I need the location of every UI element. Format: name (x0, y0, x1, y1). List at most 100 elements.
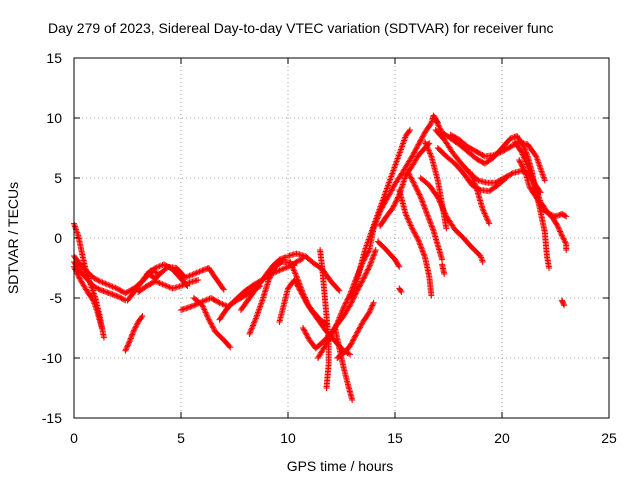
data-point-marker (152, 278, 159, 285)
gridlines (74, 58, 609, 418)
data-point-marker (380, 201, 387, 208)
data-point-marker (267, 274, 274, 281)
data-point-marker (288, 261, 295, 268)
data-point-marker (470, 177, 477, 184)
series-track-38 (511, 139, 570, 253)
plot-frame (73, 57, 610, 419)
data-point-marker (419, 247, 426, 254)
data-point-marker (528, 174, 535, 181)
data-point-marker (420, 250, 427, 256)
data-point-marker (335, 317, 342, 324)
data-point-marker (412, 232, 419, 239)
data-point-marker (191, 302, 198, 309)
data-point-marker (367, 259, 374, 266)
data-point-marker (390, 203, 397, 210)
data-point-marker (185, 273, 192, 280)
data-point-marker (390, 183, 397, 190)
data-point-marker (411, 181, 418, 187)
data-point-marker (431, 114, 438, 120)
data-point-marker (75, 273, 82, 280)
data-point-marker (295, 277, 302, 284)
data-point-marker (472, 181, 479, 188)
data-point-marker (436, 125, 443, 132)
data-point-marker (349, 337, 356, 344)
series-track-36 (466, 169, 493, 227)
data-point-marker (277, 266, 284, 273)
x-tick-label: 10 (280, 430, 296, 446)
data-point-marker (425, 146, 432, 153)
data-point-marker (437, 201, 444, 208)
data-point-marker (516, 157, 523, 163)
data-point-marker (296, 280, 303, 287)
data-point-marker (208, 321, 215, 328)
data-point-marker (182, 274, 189, 281)
data-point-marker (108, 283, 115, 289)
data-point-marker (520, 154, 527, 161)
data-point-marker (201, 306, 208, 313)
data-point-marker (128, 334, 135, 341)
data-point-marker (387, 188, 394, 195)
data-point-marker (220, 301, 227, 308)
data-point-marker (190, 302, 197, 309)
data-point-marker (393, 197, 400, 204)
data-point-marker (398, 289, 405, 295)
data-point-marker (485, 219, 492, 226)
data-point-marker (520, 152, 527, 159)
data-point-marker (423, 209, 430, 216)
data-point-marker (530, 177, 537, 183)
data-point-marker (561, 236, 568, 243)
data-point-marker (420, 132, 427, 139)
data-point-marker (428, 292, 435, 299)
data-point-marker (384, 195, 391, 202)
data-point-marker (122, 347, 129, 354)
data-point-marker (302, 329, 309, 335)
data-point-marker (379, 204, 386, 211)
data-point-marker (429, 225, 436, 231)
data-point-marker (530, 178, 537, 185)
data-point-marker (178, 283, 184, 289)
data-point-marker (251, 319, 258, 326)
data-point-marker (417, 194, 424, 201)
data-point-marker (201, 307, 208, 314)
x-tick-label: 20 (494, 430, 510, 446)
data-point-marker (216, 299, 223, 306)
data-point-marker (559, 234, 566, 240)
data-point-marker (372, 247, 379, 253)
data-point-marker (183, 274, 190, 280)
data-point-marker (371, 224, 378, 230)
data-point-marker (290, 266, 297, 273)
data-point-marker (153, 264, 160, 271)
data-point-marker (359, 278, 366, 285)
data-point-marker (527, 171, 534, 178)
data-point-marker (522, 157, 529, 164)
data-point-marker (440, 206, 447, 213)
data-point-marker (497, 149, 504, 156)
data-point-marker (468, 173, 475, 180)
data-point-marker (341, 301, 348, 308)
data-point-marker (302, 330, 309, 337)
data-point-marker (494, 150, 501, 157)
data-point-marker (560, 235, 567, 242)
data-point-marker (76, 275, 83, 282)
data-point-marker (122, 346, 129, 353)
data-point-marker (345, 294, 352, 301)
data-point-marker (335, 286, 342, 293)
data-point-marker (339, 307, 346, 314)
data-point-marker (466, 169, 473, 175)
data-point-marker (206, 317, 213, 324)
data-point-marker (484, 216, 491, 223)
data-point-marker (370, 254, 377, 260)
data-point-marker (298, 286, 305, 292)
data-point-marker (386, 191, 393, 198)
data-point-marker (163, 283, 170, 289)
data-point-marker (300, 291, 307, 298)
data-point-marker (335, 315, 342, 322)
data-point-marker (373, 217, 380, 223)
data-point-marker (426, 149, 433, 156)
data-point-marker (415, 237, 422, 244)
data-point-marker (334, 318, 341, 325)
data-point-marker (301, 293, 308, 300)
data-point-marker (518, 162, 525, 169)
data-point-marker (558, 231, 565, 238)
